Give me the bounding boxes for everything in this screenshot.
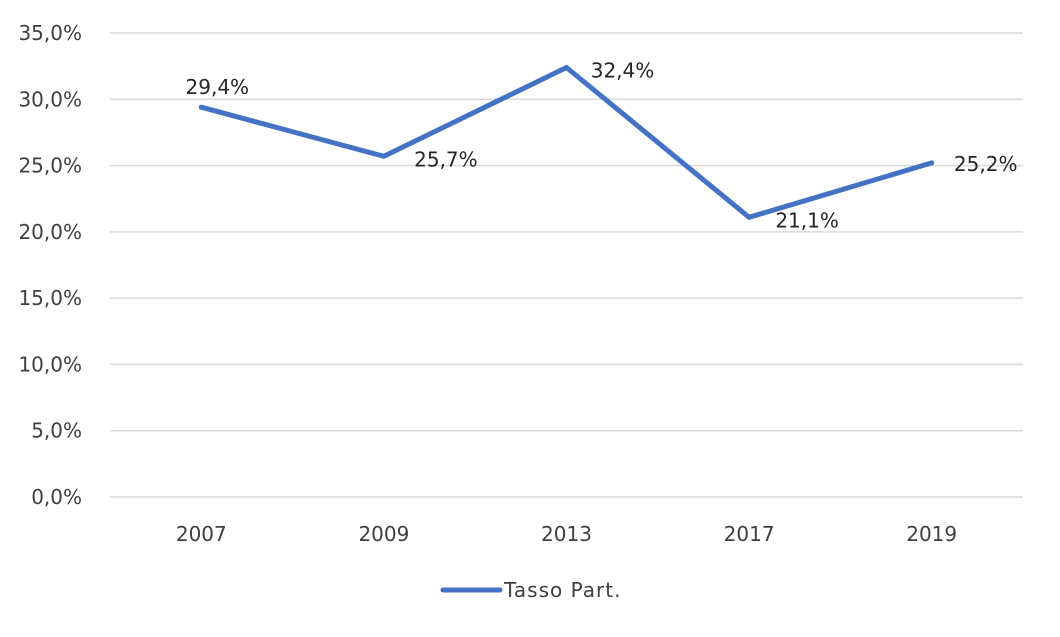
- y-tick-label: 0,0%: [31, 485, 82, 509]
- y-tick-label: 25,0%: [18, 154, 82, 178]
- y-axis-tick-labels: 0,0% 5,0% 10,0% 15,0% 20,0% 25,0% 30,0% 35,0%: [18, 21, 82, 509]
- data-label: 25,2%: [954, 152, 1018, 176]
- x-tick-label: 2007: [176, 522, 227, 546]
- x-tick-label: 2013: [541, 522, 592, 546]
- data-label: 25,7%: [414, 147, 478, 171]
- y-tick-label: 10,0%: [18, 352, 82, 376]
- x-tick-label: 2019: [906, 522, 957, 546]
- data-point: [746, 214, 752, 220]
- data-point: [564, 64, 569, 70]
- y-tick-label: 15,0%: [18, 286, 82, 310]
- gridlines: [110, 32, 1023, 498]
- data-point: [198, 104, 204, 110]
- series-layer: [198, 64, 935, 220]
- y-tick-label: 20,0%: [18, 220, 82, 244]
- data-label: 21,1%: [775, 208, 839, 232]
- y-tick-label: 30,0%: [18, 87, 82, 111]
- legend-label: Tasso Part.: [503, 578, 621, 602]
- data-label: 32,4%: [591, 58, 655, 82]
- y-tick-label: 35,0%: [18, 21, 82, 45]
- data-point: [381, 153, 387, 159]
- y-tick-label: 5,0%: [31, 419, 82, 443]
- x-tick-label: 2009: [358, 522, 409, 546]
- data-point: [929, 160, 935, 166]
- x-axis-tick-labels: 2007 2009 2013 2017 2019: [176, 522, 957, 546]
- legend: Tasso Part.: [440, 578, 621, 602]
- series-line-tasso-part: [198, 65, 935, 220]
- x-tick-label: 2017: [724, 522, 775, 546]
- data-labels: 29,4% 25,7% 32,4% 21,1% 25,2%: [186, 58, 1018, 232]
- data-label: 29,4%: [186, 75, 250, 99]
